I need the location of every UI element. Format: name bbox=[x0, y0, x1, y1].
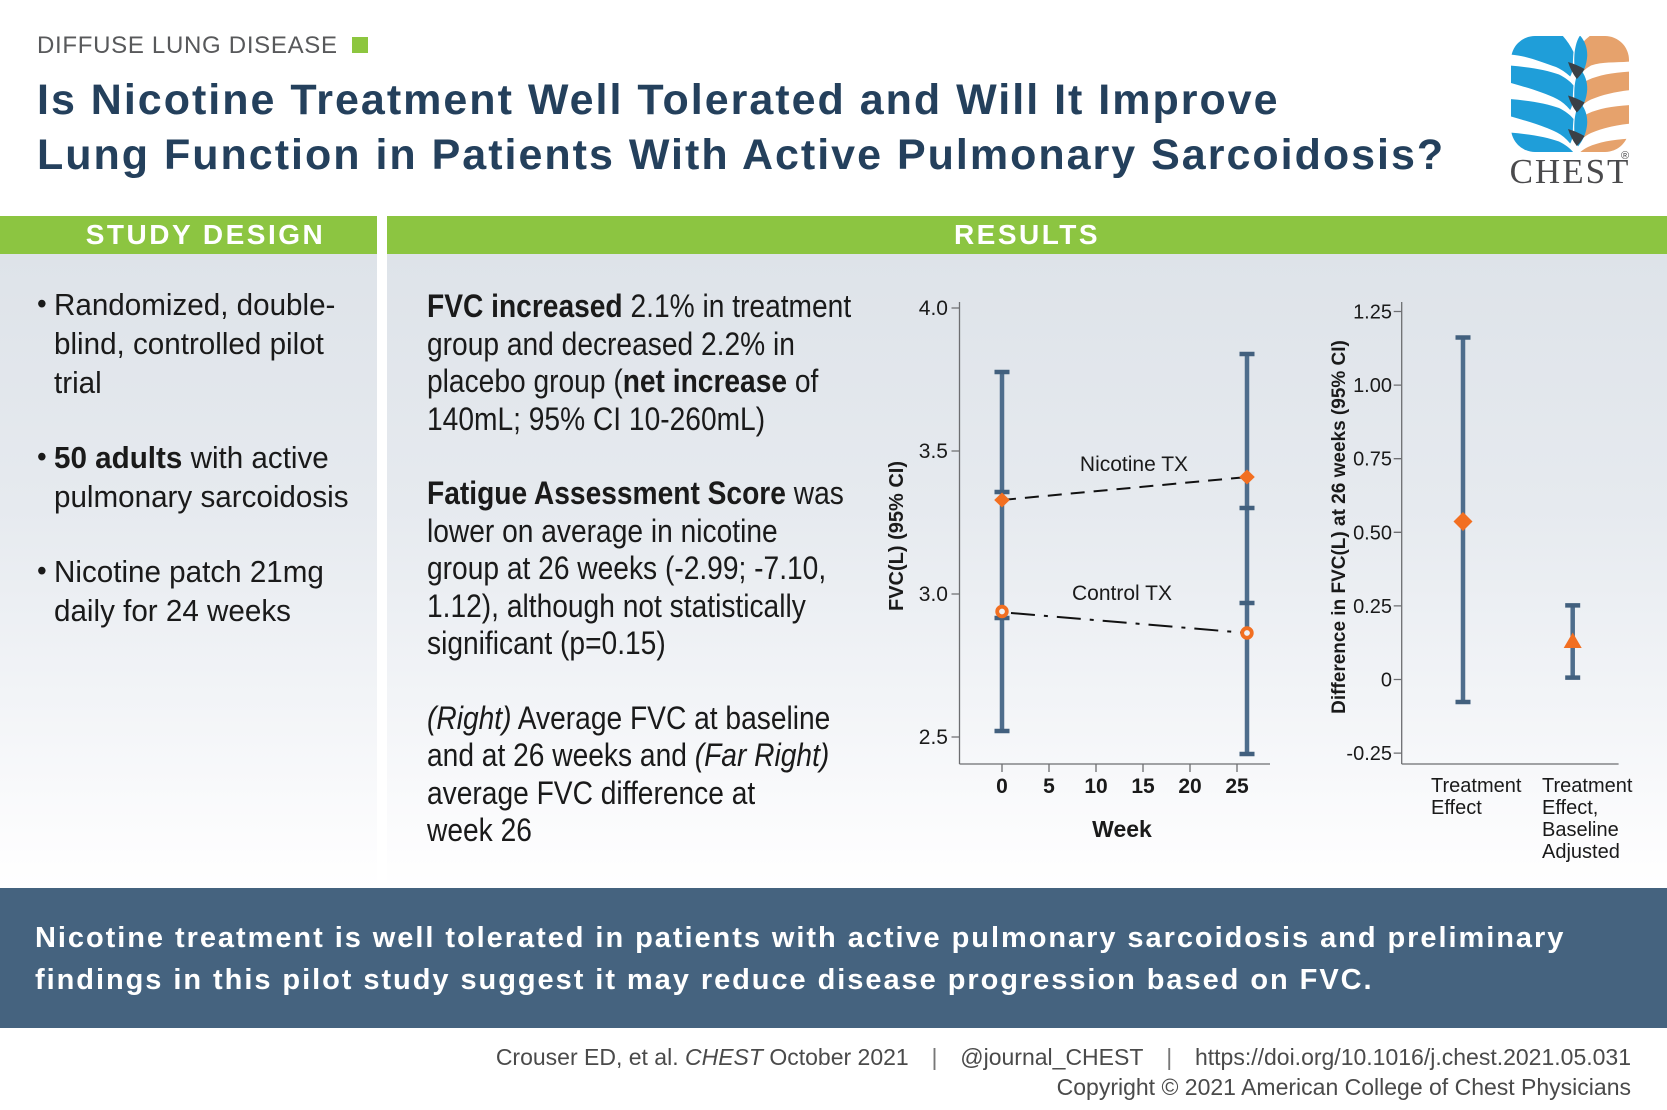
svg-text:Effect: Effect bbox=[1431, 797, 1482, 819]
svg-text:0: 0 bbox=[996, 775, 1008, 798]
svg-text:Adjusted: Adjusted bbox=[1542, 841, 1620, 863]
svg-text:20: 20 bbox=[1178, 775, 1201, 798]
svg-text:Effect,: Effect, bbox=[1542, 797, 1598, 819]
svg-text:0.25: 0.25 bbox=[1353, 596, 1392, 618]
svg-text:4.0: 4.0 bbox=[919, 297, 948, 320]
svg-text:Treatment: Treatment bbox=[1431, 775, 1522, 797]
svg-text:Treatment: Treatment bbox=[1542, 775, 1633, 797]
svg-text:0: 0 bbox=[1381, 670, 1392, 692]
svg-text:Difference in FVC(L) at 26 wee: Difference in FVC(L) at 26 weeks (95% CI… bbox=[1329, 340, 1350, 714]
svg-text:0.50: 0.50 bbox=[1353, 522, 1392, 544]
svg-text:1.00: 1.00 bbox=[1353, 375, 1392, 397]
svg-text:3.0: 3.0 bbox=[919, 583, 948, 606]
svg-text:-0.25: -0.25 bbox=[1346, 743, 1392, 765]
svg-text:2.5: 2.5 bbox=[919, 726, 948, 749]
svg-text:CHEST: CHEST bbox=[1511, 152, 1630, 191]
svg-text:0.75: 0.75 bbox=[1353, 449, 1392, 471]
svg-text:Baseline: Baseline bbox=[1542, 819, 1619, 841]
svg-text:5: 5 bbox=[1043, 775, 1055, 798]
svg-text:1.25: 1.25 bbox=[1353, 302, 1392, 324]
svg-text:15: 15 bbox=[1131, 775, 1155, 798]
svg-text:Control TX: Control TX bbox=[1072, 582, 1172, 605]
svg-text:FVC(L) (95% CI): FVC(L) (95% CI) bbox=[886, 461, 908, 611]
svg-text:®: ® bbox=[1621, 150, 1629, 162]
svg-text:3.5: 3.5 bbox=[919, 440, 948, 463]
svg-text:25: 25 bbox=[1225, 775, 1249, 798]
svg-text:10: 10 bbox=[1084, 775, 1107, 798]
svg-text:Nicotine TX: Nicotine TX bbox=[1080, 453, 1188, 476]
svg-text:Week: Week bbox=[1092, 816, 1152, 842]
